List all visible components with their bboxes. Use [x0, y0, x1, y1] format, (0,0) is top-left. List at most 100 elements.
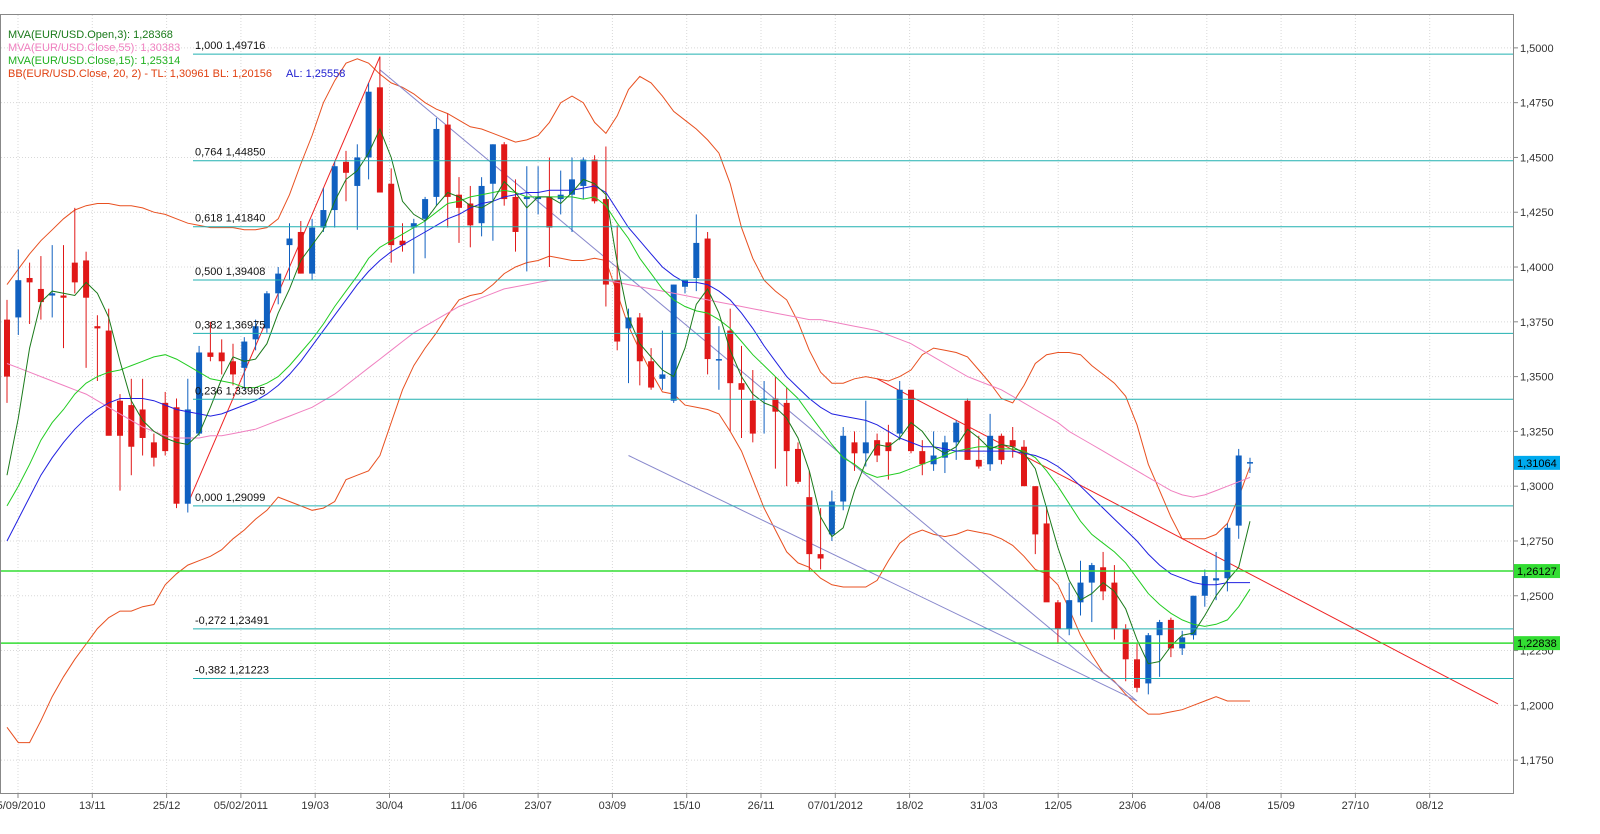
fib-label: 0,500 1,39408 [195, 266, 265, 278]
candle-body [862, 442, 869, 454]
legend-al: AL: 1,25558 [286, 68, 345, 80]
candle-body [828, 501, 835, 535]
candle-body [851, 442, 858, 454]
candle-body [1054, 602, 1061, 629]
y-tick-label: 1,5000 [1520, 43, 1554, 55]
trendline-channel-lower [628, 455, 1138, 702]
y-tick-label: 1,2750 [1520, 536, 1554, 548]
candle-body [376, 87, 383, 193]
candle-body [987, 435, 994, 465]
y-tick-label: 1,3000 [1520, 481, 1554, 493]
trendline-falling-resistance [876, 378, 1499, 705]
fib-label: 0,382 1,36975 [195, 319, 265, 331]
x-tick-label: 27/10 [1342, 800, 1370, 812]
fib-label: 0,618 1,41840 [195, 213, 265, 225]
candle-body [908, 389, 914, 452]
candle-body [727, 330, 734, 384]
candle-body [286, 238, 293, 246]
candles [4, 56, 1253, 695]
candle-body [1122, 628, 1129, 660]
price-marker-label: 1,22838 [1517, 638, 1557, 650]
candle-body [840, 435, 847, 502]
candle-body [71, 262, 78, 283]
candle-body [874, 440, 881, 456]
candle-body [117, 400, 123, 436]
candle-body [625, 317, 632, 329]
candle-body [1145, 635, 1152, 684]
candle-body [230, 361, 236, 375]
candle-body [94, 326, 101, 329]
candle-body [1088, 565, 1095, 583]
candle-body [580, 159, 587, 186]
candle-body [1167, 619, 1174, 649]
price-marker [1514, 636, 1560, 651]
candle-body [535, 196, 542, 200]
moving-averages [6, 127, 1251, 665]
price-marker-label: 1,26127 [1517, 566, 1557, 578]
x-tick-label: 12/05 [1044, 800, 1072, 812]
candle-body [1009, 440, 1016, 447]
candle-body [162, 402, 169, 452]
candle-body [489, 144, 496, 184]
candle-body [1066, 600, 1073, 629]
candle-body [670, 284, 677, 401]
legend-bb: BB(EUR/USD.Close, 20, 2) - TL: 1,30961 B… [8, 68, 272, 80]
candle-body [648, 361, 655, 388]
candle-body [738, 383, 745, 390]
candle-body [343, 161, 349, 173]
candle-body [591, 159, 598, 202]
candle-body [806, 497, 813, 555]
candle-body [60, 295, 67, 298]
plot-frame [0, 14, 1514, 794]
horizontal-lines [1, 570, 1513, 644]
fib-label: 0,764 1,44850 [195, 147, 265, 159]
candle-body [297, 231, 304, 274]
candle-body [1224, 527, 1231, 579]
x-tick-label: 15/09 [1267, 800, 1295, 812]
candle-body [975, 459, 982, 467]
bb-upper-line [6, 58, 1251, 540]
time-axis[interactable]: 25/09/2010 13/11 25/12 05/02/2011 19/03 30/04… [0, 793, 1443, 812]
candle-body [365, 91, 372, 158]
candle-body [207, 352, 214, 357]
x-tick-label: 25/09/2010 [0, 800, 46, 812]
candle-body [1077, 582, 1084, 603]
x-tick-label: 04/08 [1193, 800, 1221, 812]
ma15-line [6, 189, 1251, 627]
candle-body [693, 242, 700, 278]
y-tick-label: 1,1750 [1520, 755, 1554, 767]
ma55-line [6, 279, 1251, 498]
fib-label: -0,272 1,23491 [195, 615, 269, 627]
fib-label: 1,000 1,49716 [195, 40, 265, 52]
candle-body [422, 199, 429, 219]
candle-body [659, 374, 666, 379]
last-price-label: 1,31064 [1517, 458, 1557, 470]
x-tick-label: 23/06 [1119, 800, 1147, 812]
y-tick-label: 1,4250 [1520, 207, 1554, 219]
ma3-line [6, 127, 1251, 665]
y-tick-label: 1,3750 [1520, 317, 1554, 329]
candle-body [964, 400, 971, 460]
candle-body [37, 288, 44, 303]
legend-ma3: MVA(EUR/USD.Open,3): 1,28368 [8, 29, 173, 41]
candle-body [704, 238, 711, 360]
candle-body [512, 196, 519, 232]
candle-body [636, 317, 643, 362]
price-axis[interactable]: 1,17501,20001,22501,25001,27501,30001,32… [1513, 43, 1560, 767]
candle-body [817, 554, 824, 559]
candle-body [218, 352, 225, 362]
candle-body [309, 227, 316, 274]
candle-body [998, 435, 1005, 460]
candle-body [4, 319, 10, 377]
candle-body [1247, 462, 1253, 464]
candle-body [772, 398, 779, 412]
candle-body [919, 451, 926, 465]
y-tick-label: 1,4750 [1520, 98, 1554, 110]
candle-body [139, 409, 146, 438]
candle-body [1043, 523, 1050, 603]
bb-average-line [6, 185, 1250, 586]
candle-body [896, 389, 903, 434]
fib-levels: 1,000 1,49716 0,764 1,44850 0,618 1,41840 0… [193, 40, 1513, 680]
candle-body [941, 442, 948, 458]
